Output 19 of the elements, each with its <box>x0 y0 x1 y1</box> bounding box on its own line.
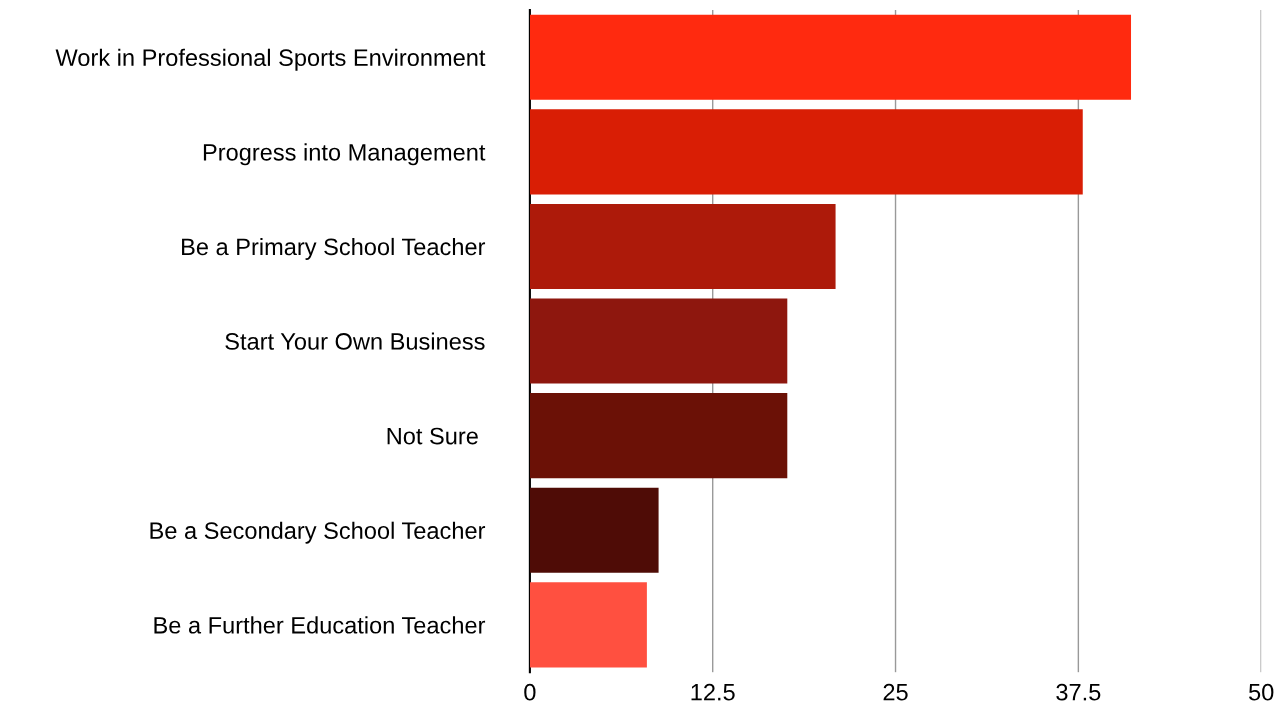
bar <box>529 109 1083 195</box>
y-tick-label: Be a Further Education Teacher <box>154 616 486 634</box>
x-tick-label: 50 <box>1249 683 1274 701</box>
y-tick-label: Work in Professional Sports Environment <box>55 48 486 71</box>
bar <box>529 393 788 479</box>
x-tick-label: 0 <box>524 683 536 701</box>
bar <box>529 582 647 668</box>
y-tick-label: Be a Primary School Teacher <box>182 237 486 260</box>
bar <box>529 487 659 573</box>
y-tick-label: Be a Secondary School Teacher <box>150 521 486 544</box>
y-tick-label: Start Your Own Business <box>225 332 485 350</box>
x-tick-label: 37.5 <box>1056 683 1101 701</box>
bar <box>529 14 1132 100</box>
y-tick-label: Not Sure <box>387 427 478 445</box>
y-tick-label: Progress into Management <box>203 143 486 166</box>
x-tick-label: 12.5 <box>691 683 735 701</box>
x-tick-label: 25 <box>883 683 908 701</box>
bar <box>529 203 836 290</box>
bar <box>529 298 788 384</box>
